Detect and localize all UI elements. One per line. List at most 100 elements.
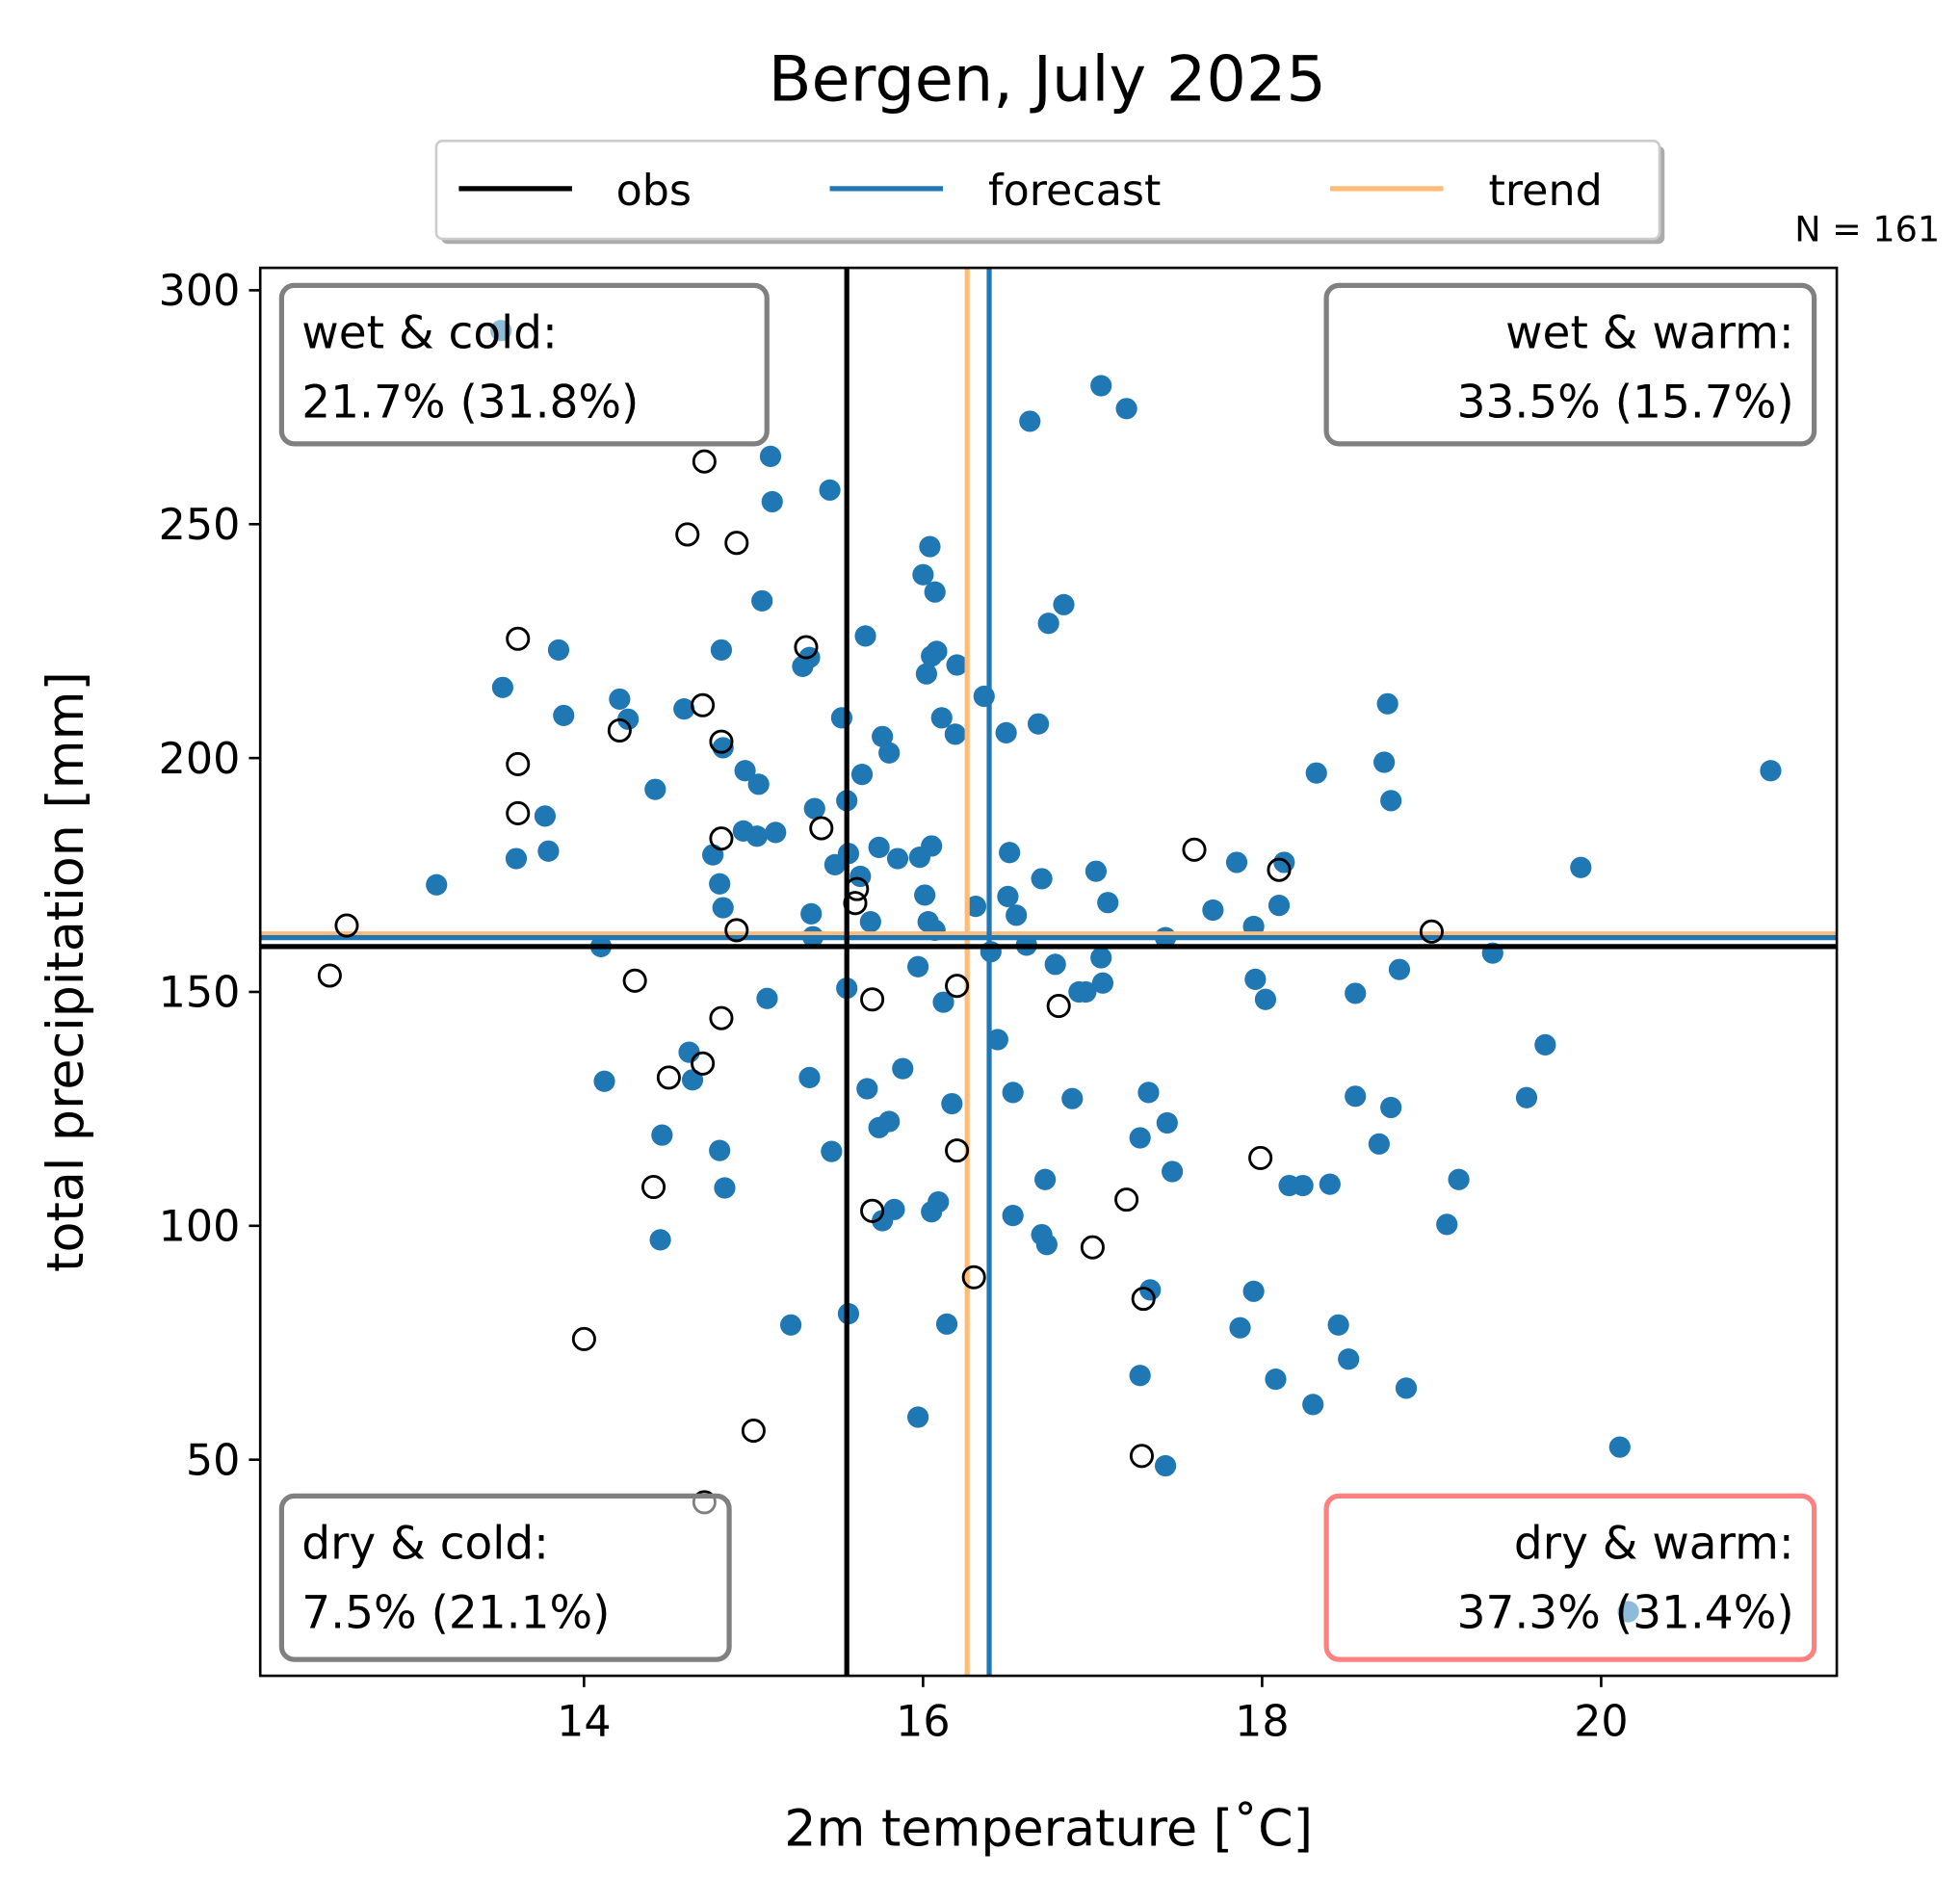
- obs-point: [691, 1051, 716, 1076]
- forecast-point: [914, 884, 936, 906]
- forecast-point: [1097, 892, 1119, 914]
- forecast-point: [593, 1070, 615, 1092]
- sample-size-label: N = 161: [1794, 209, 1940, 250]
- forecast-point: [944, 723, 966, 745]
- forecast-point: [856, 1078, 878, 1100]
- forecast-point: [1006, 904, 1028, 926]
- forecast-point: [714, 1177, 736, 1199]
- forecast-point: [997, 885, 1019, 907]
- forecast-point: [930, 707, 953, 729]
- x-axis-label: 2m temperature [˚C]: [784, 1800, 1313, 1858]
- forecast-point: [1570, 856, 1592, 878]
- forecast-point: [1037, 613, 1059, 635]
- forecast-point: [761, 490, 783, 513]
- obs-point: [709, 826, 734, 851]
- y-tick-label: 100: [159, 1202, 241, 1251]
- obs-point: [945, 1138, 970, 1163]
- quadrant-percent: 33.5% (15.7%): [1457, 376, 1794, 429]
- forecast-point: [1019, 410, 1041, 432]
- obs-point: [724, 918, 749, 943]
- forecast-point: [678, 1041, 700, 1063]
- forecast-point: [756, 987, 778, 1009]
- obs-point: [860, 987, 885, 1012]
- quadrant-label: dry & warm:: [1514, 1518, 1794, 1571]
- forecast-point: [935, 1313, 958, 1335]
- obs-point: [607, 717, 632, 743]
- forecast-point: [1085, 860, 1108, 882]
- forecast-point: [1061, 1087, 1084, 1109]
- forecast-point: [1129, 1127, 1151, 1149]
- quadrant-box-frame: [278, 1493, 732, 1662]
- forecast-point: [892, 1057, 914, 1080]
- forecast-point: [1327, 1314, 1349, 1336]
- forecast-point: [1156, 1111, 1178, 1134]
- chart-title: Bergen, July 2025: [769, 43, 1326, 117]
- forecast-point: [921, 645, 943, 667]
- forecast-point: [547, 639, 570, 662]
- obs-point: [709, 729, 734, 754]
- forecast-point: [1027, 713, 1050, 735]
- forecast-point: [759, 445, 782, 467]
- forecast-point: [919, 535, 941, 558]
- y-tick-label: 150: [159, 969, 241, 1018]
- forecast-point: [908, 846, 930, 869]
- forecast-point: [859, 911, 881, 933]
- forecast-point: [681, 1069, 704, 1091]
- quadrant-box-frame: [278, 282, 770, 447]
- forecast-point: [1229, 1317, 1251, 1339]
- quadrant-box-wet-cold: wet & cold: 21.7% (31.8%): [278, 282, 770, 447]
- obs-point: [945, 974, 970, 999]
- obs-point: [691, 692, 716, 717]
- legend-label-obs: obs: [616, 167, 692, 216]
- forecast-point: [792, 655, 814, 678]
- obs-point: [1248, 1145, 1273, 1170]
- forecast-point: [617, 708, 640, 730]
- forecast-point: [1534, 1033, 1556, 1056]
- forecast-point: [702, 844, 724, 866]
- forecast-point: [1202, 899, 1224, 922]
- quadrant-box-frame: [1323, 1493, 1817, 1662]
- forecast-point: [907, 1406, 929, 1428]
- forecast-point: [1388, 958, 1411, 980]
- obs-point: [860, 1198, 885, 1223]
- obs-point: [741, 1419, 766, 1444]
- forecast-point: [553, 704, 575, 727]
- forecast-point: [886, 847, 909, 870]
- forecast-point: [745, 825, 769, 847]
- obs-point: [843, 891, 868, 916]
- obs-point: [506, 626, 531, 651]
- forecast-point: [644, 778, 666, 800]
- forecast-point: [426, 873, 448, 896]
- forecast-point: [868, 1116, 890, 1138]
- forecast-point: [932, 991, 954, 1013]
- axes-frame: [258, 266, 1839, 1678]
- forecast-point: [921, 1201, 943, 1223]
- plot-area: wet & cold: 21.7% (31.8%) wet & warm: 33.5%…: [159, 266, 1839, 1747]
- forecast-point: [1137, 1082, 1160, 1104]
- quadrant-percent: 21.7% (31.8%): [301, 376, 639, 429]
- forecast-point: [1319, 1173, 1341, 1195]
- y-axis-label: total precipitation [mm]: [38, 671, 95, 1272]
- x-tick-label: 16: [896, 1698, 950, 1747]
- obs-point: [961, 1264, 986, 1290]
- forecast-point: [868, 836, 890, 858]
- forecast-point: [1515, 1086, 1538, 1108]
- obs-point: [692, 449, 717, 474]
- obs-point: [641, 1174, 666, 1200]
- forecast-point: [912, 563, 934, 586]
- forecast-point: [941, 1092, 963, 1115]
- obs-point: [1267, 857, 1292, 882]
- forecast-point: [1373, 751, 1396, 773]
- forecast-point: [780, 1314, 802, 1336]
- forecast-point: [1115, 398, 1137, 420]
- forecast-point: [1267, 895, 1291, 917]
- forecast-point: [505, 847, 528, 870]
- forecast-point: [798, 1066, 821, 1088]
- forecast-point: [491, 676, 513, 698]
- forecast-point: [1448, 1168, 1470, 1190]
- forecast-point: [1035, 1234, 1058, 1256]
- forecast-point: [1002, 1205, 1024, 1227]
- forecast-point: [1091, 972, 1114, 994]
- forecast-point: [823, 853, 846, 875]
